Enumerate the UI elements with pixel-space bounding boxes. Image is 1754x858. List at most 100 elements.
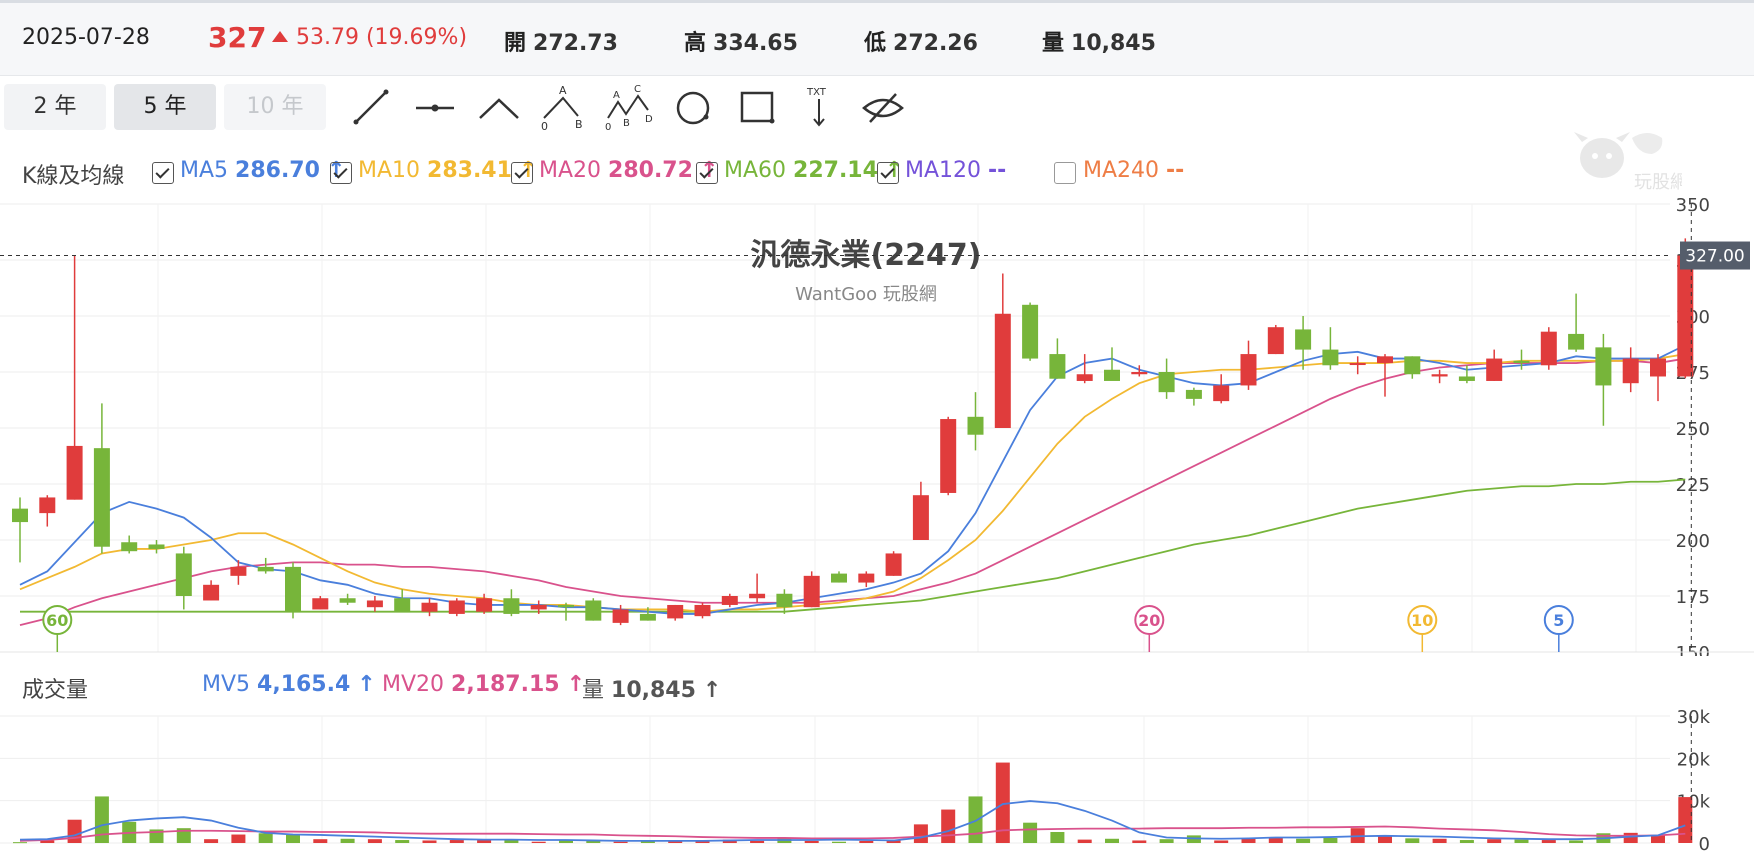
ma120-checkbox[interactable] bbox=[877, 162, 899, 184]
volume-bar bbox=[1651, 834, 1665, 843]
candle-up bbox=[694, 604, 711, 617]
volume-bar bbox=[913, 824, 928, 843]
circle-tool-icon[interactable] bbox=[668, 84, 718, 130]
chart-subtitle: WantGoo 玩股網 bbox=[795, 284, 937, 305]
ma5-name: MA5 bbox=[180, 158, 229, 183]
volume-bar bbox=[640, 840, 655, 843]
range-2y-button[interactable]: 2 年 bbox=[4, 84, 106, 130]
vol-arrow: ↑ bbox=[702, 678, 722, 703]
candle-down bbox=[1458, 376, 1475, 381]
ma5-line bbox=[19, 344, 1686, 615]
volume-bar bbox=[1050, 831, 1065, 843]
volume-bar bbox=[1323, 837, 1338, 843]
range-5y-button[interactable]: 5 年 bbox=[114, 84, 216, 130]
candle-up bbox=[1540, 331, 1557, 366]
quote-change: 53.79 (19.69%) bbox=[272, 25, 467, 50]
rectangle-tool-icon[interactable] bbox=[732, 84, 782, 130]
ma-badge-label: 20 bbox=[1138, 611, 1160, 630]
ma-badge-label: 10 bbox=[1411, 611, 1433, 630]
volume-tick-label: 30k bbox=[1677, 707, 1711, 728]
svg-text:B: B bbox=[623, 118, 630, 129]
ma60-checkbox[interactable] bbox=[696, 162, 718, 184]
candle-down bbox=[1022, 304, 1039, 359]
mv5-legend: MV5 4,165.4 ↑ bbox=[202, 672, 376, 697]
volume-bar bbox=[1378, 836, 1392, 843]
volume-tick-label: 0 bbox=[1699, 834, 1710, 855]
ma20-value: 280.72 bbox=[608, 158, 693, 183]
candle-up bbox=[667, 604, 684, 619]
candle-up bbox=[803, 575, 820, 608]
candle-down bbox=[1049, 354, 1066, 379]
svg-text:C: C bbox=[634, 84, 641, 95]
candle-up bbox=[421, 602, 438, 612]
price-tick-label: 200 bbox=[1676, 531, 1710, 552]
volume-bar bbox=[1159, 839, 1174, 843]
volume-bar bbox=[176, 828, 191, 843]
quote-high: 高 334.65 bbox=[684, 25, 798, 57]
candle-up bbox=[749, 593, 766, 599]
ma5-checkbox[interactable] bbox=[152, 162, 174, 184]
hide-drawings-icon[interactable] bbox=[858, 84, 908, 130]
volume-bar bbox=[477, 840, 492, 843]
quote-change-value: 53.79 (19.69%) bbox=[296, 25, 468, 50]
candle-up bbox=[1240, 354, 1257, 386]
candle-down bbox=[1322, 349, 1339, 366]
price-chart[interactable]: 350325300275250225200175150汎德永業(2247)Wan… bbox=[0, 198, 1754, 656]
ma-badge-circle bbox=[42, 605, 73, 635]
candle-down bbox=[503, 598, 520, 614]
candle-up bbox=[1131, 372, 1148, 375]
ma20-checkbox[interactable] bbox=[511, 162, 533, 184]
up-triangle-icon bbox=[272, 31, 288, 42]
ma20-line bbox=[19, 357, 1686, 626]
ma-badge-circle bbox=[1407, 605, 1438, 635]
ma10-line bbox=[19, 353, 1686, 613]
volume-bar bbox=[1077, 839, 1092, 843]
abcd-pattern-tool-icon[interactable]: A C 0 B D bbox=[604, 84, 654, 130]
volume-bar bbox=[13, 842, 27, 844]
volume-bar bbox=[1487, 839, 1502, 843]
candle-down bbox=[831, 573, 847, 583]
candle-up bbox=[476, 598, 493, 612]
vol-legend: 量 10,845 ↑ bbox=[582, 672, 721, 704]
svg-text:TXT: TXT bbox=[806, 87, 827, 98]
volume-bar bbox=[1541, 840, 1556, 843]
vol-value: 10,845 bbox=[611, 678, 696, 703]
candle-up bbox=[530, 604, 547, 610]
text-tool-icon[interactable]: TXT bbox=[794, 84, 844, 130]
candle-up bbox=[1076, 374, 1093, 381]
ma240-checkbox[interactable] bbox=[1054, 162, 1076, 184]
vol-name: 量 bbox=[582, 678, 605, 703]
abc-pattern-tool-icon[interactable]: A 0 B bbox=[538, 84, 588, 130]
angle-tool-icon[interactable] bbox=[474, 84, 524, 130]
line-tool-icon[interactable] bbox=[346, 84, 396, 130]
candle-up bbox=[1431, 374, 1448, 377]
high-label: 高 bbox=[684, 31, 707, 56]
candle-up bbox=[1622, 358, 1639, 384]
volume-bar bbox=[313, 839, 328, 843]
candle-up bbox=[994, 313, 1011, 428]
candle-down bbox=[1595, 347, 1612, 386]
candle-up bbox=[66, 445, 83, 500]
volume-bar bbox=[968, 796, 983, 843]
mv20-name: MV20 bbox=[382, 672, 445, 697]
toolbar: 2 年 5 年 10 年 A 0 B A C 0 B D TXT bbox=[0, 82, 1754, 134]
high-value: 334.65 bbox=[713, 31, 798, 56]
ma10-value: 283.41 bbox=[427, 158, 512, 183]
volume-bar bbox=[204, 839, 219, 843]
range-10y-button[interactable]: 10 年 bbox=[224, 84, 326, 130]
volume-bar bbox=[395, 840, 410, 843]
open-label: 開 bbox=[504, 31, 527, 56]
mv5-line bbox=[19, 800, 1686, 842]
volume-bar bbox=[1105, 838, 1119, 843]
volume-tick-label: 20k bbox=[1677, 749, 1711, 770]
volume-bar bbox=[995, 762, 1010, 843]
volume-bar bbox=[941, 809, 956, 843]
volume-bar bbox=[94, 796, 109, 843]
ma5-value: 286.70 bbox=[235, 158, 320, 183]
volume-bar bbox=[1241, 838, 1256, 843]
horizontal-line-tool-icon[interactable] bbox=[410, 84, 460, 130]
candle-up bbox=[612, 609, 629, 623]
ma10-checkbox[interactable] bbox=[330, 162, 352, 184]
volume-bar bbox=[1432, 838, 1447, 843]
